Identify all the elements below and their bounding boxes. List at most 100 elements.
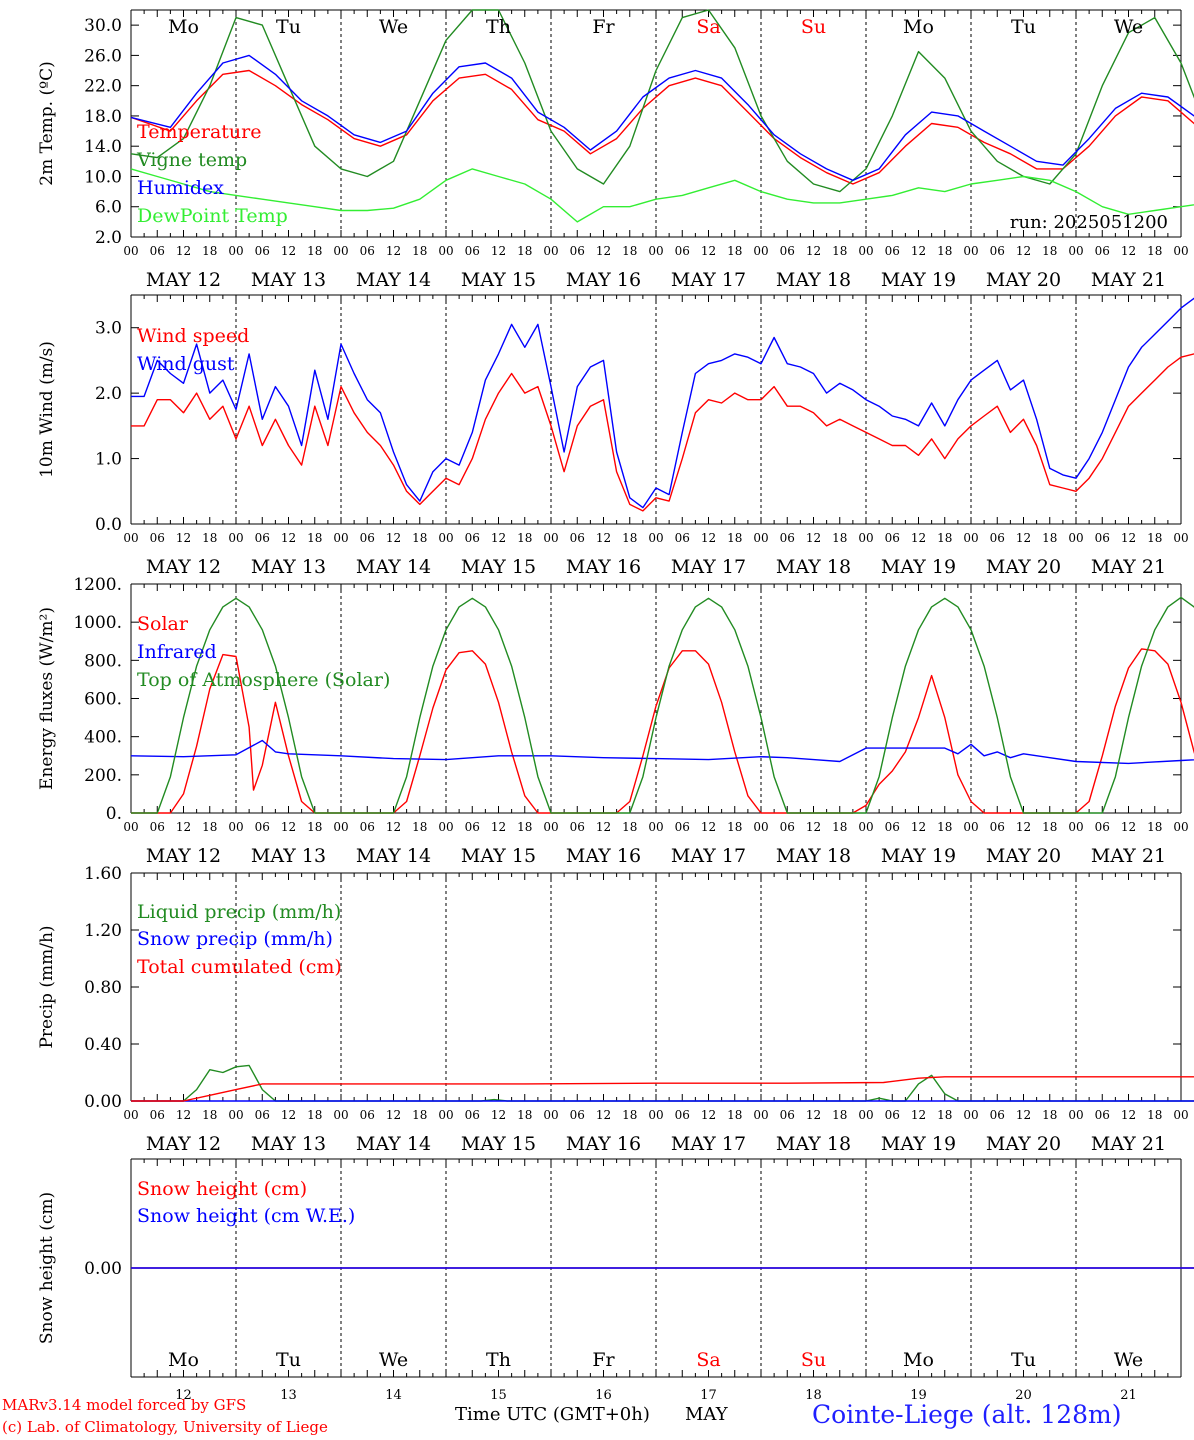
hour-tick-label: 18 bbox=[307, 244, 322, 258]
hour-tick-label: 18 bbox=[832, 244, 847, 258]
hour-tick-label: 18 bbox=[412, 820, 427, 834]
hour-tick-label: 06 bbox=[885, 531, 900, 545]
hour-tick-label: 00 bbox=[858, 244, 873, 258]
y-tick-label: 200. bbox=[84, 766, 122, 786]
hour-tick-label: 00 bbox=[648, 820, 663, 834]
hour-tick-label: 00 bbox=[1068, 531, 1083, 545]
y-tick-label: 0.00 bbox=[84, 1259, 122, 1279]
date-label: MAY 12 bbox=[146, 845, 221, 867]
weekday-label: Th bbox=[486, 16, 511, 38]
y-tick-label: 18.0 bbox=[84, 107, 122, 127]
day-number-label: 14 bbox=[385, 1388, 402, 1403]
date-label: MAY 18 bbox=[776, 556, 851, 578]
date-label: MAY 15 bbox=[461, 556, 536, 578]
legend-entry: DewPoint Temp bbox=[137, 205, 288, 227]
hour-tick-label: 12 bbox=[491, 244, 506, 258]
hour-tick-label: 12 bbox=[911, 1108, 926, 1122]
hour-tick-label: 12 bbox=[911, 531, 926, 545]
hour-tick-label: 18 bbox=[622, 1108, 637, 1122]
y-tick-label: 22.0 bbox=[84, 77, 122, 97]
date-label: MAY 20 bbox=[986, 1133, 1061, 1155]
y-tick-label: 1000. bbox=[73, 613, 122, 633]
hour-tick-label: 06 bbox=[570, 531, 585, 545]
hour-tick-label: 18 bbox=[832, 1108, 847, 1122]
hour-tick-label: 06 bbox=[150, 531, 165, 545]
precip-y-axis-title: Precip (mm/h) bbox=[37, 925, 57, 1048]
date-label: MAY 12 bbox=[146, 556, 221, 578]
wind-panel bbox=[130, 294, 1194, 525]
hour-tick-label: 06 bbox=[1095, 820, 1110, 834]
date-label: MAY 15 bbox=[461, 269, 536, 291]
hour-tick-label: 06 bbox=[885, 1108, 900, 1122]
hour-tick-label: 00 bbox=[1068, 820, 1083, 834]
hour-tick-label: 18 bbox=[832, 531, 847, 545]
precip-panel bbox=[130, 872, 1194, 1102]
day-number-label: 18 bbox=[805, 1388, 822, 1403]
hour-tick-label: 06 bbox=[780, 244, 795, 258]
y-tick-label: 1.20 bbox=[84, 921, 122, 941]
hour-tick-label: 12 bbox=[176, 820, 191, 834]
weekday-label: Tu bbox=[276, 1349, 301, 1371]
date-label: MAY 13 bbox=[251, 269, 326, 291]
date-label: MAY 19 bbox=[881, 1133, 956, 1155]
legend-entry: Top of Atmosphere (Solar) bbox=[137, 669, 390, 691]
legend-entry: Total cumulated (cm) bbox=[137, 956, 342, 978]
date-label: MAY 14 bbox=[356, 269, 431, 291]
weekday-label: We bbox=[379, 16, 408, 38]
date-label: MAY 20 bbox=[986, 556, 1061, 578]
hour-tick-label: 06 bbox=[780, 1108, 795, 1122]
energy-panel bbox=[130, 583, 1194, 814]
hour-tick-label: 00 bbox=[1173, 1108, 1188, 1122]
day-number-label: 17 bbox=[700, 1388, 717, 1403]
series-line-wind-gust bbox=[131, 297, 1194, 509]
hour-tick-label: 12 bbox=[701, 820, 716, 834]
date-label: MAY 21 bbox=[1091, 845, 1166, 867]
weekday-label: We bbox=[1114, 16, 1143, 38]
hour-tick-label: 00 bbox=[753, 531, 768, 545]
date-label: MAY 16 bbox=[566, 556, 641, 578]
date-label: MAY 12 bbox=[146, 1133, 221, 1155]
hour-tick-label: 06 bbox=[255, 244, 270, 258]
hour-tick-label: 12 bbox=[1121, 244, 1136, 258]
model-credit: MARv3.14 model forced by GFS bbox=[2, 1396, 247, 1414]
y-tick-label: 3.0 bbox=[95, 319, 122, 339]
y-tick-label: 6.0 bbox=[95, 198, 122, 218]
hour-tick-label: 00 bbox=[858, 820, 873, 834]
hour-tick-label: 06 bbox=[465, 531, 480, 545]
hour-tick-label: 00 bbox=[333, 820, 348, 834]
hour-tick-label: 12 bbox=[386, 820, 401, 834]
date-label: MAY 21 bbox=[1091, 1133, 1166, 1155]
hour-tick-label: 12 bbox=[176, 244, 191, 258]
temperature-panel bbox=[130, 9, 1194, 238]
hour-tick-label: 18 bbox=[202, 244, 217, 258]
hour-tick-label: 06 bbox=[360, 244, 375, 258]
date-label: MAY 15 bbox=[461, 1133, 536, 1155]
date-label: MAY 17 bbox=[671, 556, 746, 578]
hour-tick-label: 06 bbox=[255, 531, 270, 545]
y-tick-label: 1.0 bbox=[95, 450, 122, 470]
hour-tick-label: 06 bbox=[150, 1108, 165, 1122]
y-tick-label: 0.0 bbox=[95, 515, 122, 535]
legend-entry: Wind gust bbox=[137, 353, 235, 375]
copyright-credit: (c) Lab. of Climatology, University of L… bbox=[2, 1418, 328, 1436]
hour-tick-label: 00 bbox=[228, 244, 243, 258]
hour-tick-label: 00 bbox=[963, 1108, 978, 1122]
date-label: MAY 19 bbox=[881, 845, 956, 867]
hour-tick-label: 18 bbox=[727, 244, 742, 258]
time-axis-title: Time UTC (GMT+0h) bbox=[455, 1404, 650, 1425]
hour-tick-label: 00 bbox=[753, 1108, 768, 1122]
hour-tick-label: 00 bbox=[1068, 1108, 1083, 1122]
y-tick-label: 0. bbox=[106, 804, 122, 824]
date-label: MAY 14 bbox=[356, 556, 431, 578]
hour-tick-label: 06 bbox=[675, 244, 690, 258]
hour-tick-label: 00 bbox=[123, 531, 138, 545]
hour-tick-label: 06 bbox=[990, 820, 1005, 834]
y-tick-label: 0.80 bbox=[84, 978, 122, 998]
hour-tick-label: 06 bbox=[570, 1108, 585, 1122]
hour-tick-label: 12 bbox=[596, 244, 611, 258]
hour-tick-label: 12 bbox=[596, 531, 611, 545]
date-label: MAY 19 bbox=[881, 269, 956, 291]
hour-tick-label: 12 bbox=[1121, 531, 1136, 545]
hour-tick-label: 18 bbox=[622, 531, 637, 545]
